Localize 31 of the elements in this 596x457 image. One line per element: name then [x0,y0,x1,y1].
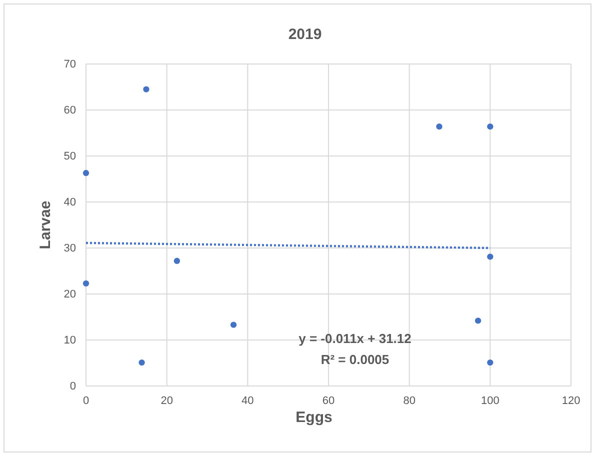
x-tick-label: 0 [82,394,90,407]
point [436,123,442,130]
y-tick-label: 20 [64,288,76,301]
y-tick-label: 60 [64,104,76,117]
point [174,258,180,264]
point [487,123,494,130]
point [487,254,494,260]
y-axis-title: Larvae [37,200,54,250]
y-tick-label: 50 [64,150,76,163]
point [230,322,237,328]
x-tick-label: 20 [160,394,173,407]
annotation: R² = 0.0005 [320,352,390,367]
y-tick-label: 40 [64,196,76,209]
point [487,359,494,366]
y-tick-label: 30 [64,242,76,255]
y-tick-label: 10 [64,334,76,347]
y-tick-label: 0 [70,380,76,393]
point [143,86,150,92]
point [82,280,90,287]
point [474,318,482,324]
x-tick-label: 60 [322,394,335,407]
x-axis-title: Eggs [296,409,332,426]
point [138,359,145,366]
x-tick-label: 100 [480,394,500,407]
point [82,170,90,176]
annotation: y = -0.011x + 31.12 [298,331,412,346]
x-tick-label: 120 [562,394,580,407]
chart-title: 2019 [288,26,322,43]
y-tick-label: 70 [64,58,76,71]
x-tick-label: 80 [403,394,416,407]
x-tick-label: 40 [242,394,254,407]
